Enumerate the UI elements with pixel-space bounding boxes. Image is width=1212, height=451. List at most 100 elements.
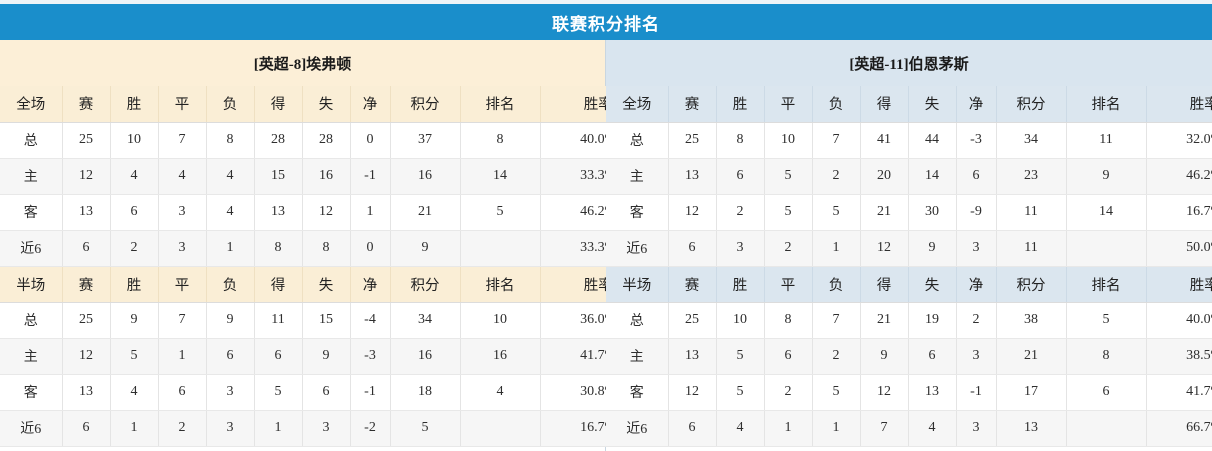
cell-points: 37	[390, 122, 461, 159]
cell-rank	[460, 230, 541, 267]
row-scope-label: 近6	[606, 230, 669, 267]
cell-rank: 11	[1066, 122, 1147, 159]
row-scope-label: 主	[0, 158, 63, 195]
cell-points: 11	[996, 230, 1067, 267]
column-header: 赛	[62, 266, 111, 303]
column-header: 失	[908, 86, 957, 123]
cell-draw: 2	[764, 230, 813, 267]
cell-win: 4	[110, 374, 159, 411]
cell-ga: 6	[908, 338, 957, 375]
cell-win: 2	[716, 194, 765, 231]
row-scope-label: 总	[606, 122, 669, 159]
table-row: 总 25 9 7 9 11 15 -4 34 10 36.0%	[0, 302, 656, 339]
cell-draw: 7	[158, 122, 207, 159]
cell-ga: 16	[302, 158, 351, 195]
cell-points: 21	[390, 194, 461, 231]
column-header: 失	[302, 86, 351, 123]
column-header: 胜	[110, 266, 159, 303]
cell-loss: 7	[812, 122, 861, 159]
cell-draw: 2	[764, 374, 813, 411]
cell-gd: 3	[956, 230, 997, 267]
cell-gf: 1	[254, 410, 303, 447]
cell-points: 11	[996, 194, 1067, 231]
cell-win-rate: 46.2%	[1146, 158, 1212, 195]
column-header: 半场	[0, 266, 63, 303]
cell-played: 6	[668, 410, 717, 447]
cell-loss: 2	[812, 158, 861, 195]
cell-ga: 8	[302, 230, 351, 267]
cell-rank: 14	[1066, 194, 1147, 231]
cell-played: 6	[668, 230, 717, 267]
column-header: 净	[956, 86, 997, 123]
cell-gf: 11	[254, 302, 303, 339]
cell-gd: -4	[350, 302, 391, 339]
cell-rank: 5	[460, 194, 541, 231]
cell-played: 25	[668, 302, 717, 339]
cell-rank: 9	[1066, 158, 1147, 195]
column-header: 排名	[460, 86, 541, 123]
cell-loss: 7	[812, 302, 861, 339]
column-header: 得	[254, 266, 303, 303]
column-header: 净	[350, 266, 391, 303]
cell-played: 12	[62, 338, 111, 375]
team-panel-away: [英超-11]伯恩茅斯 全场赛胜平负得失净积分 排名 胜率总 25 8 10 7 41 44 -3…	[606, 40, 1212, 451]
cell-gd: 0	[350, 122, 391, 159]
cell-points: 13	[996, 410, 1067, 447]
cell-gd: -9	[956, 194, 997, 231]
column-header: 积分	[996, 266, 1067, 303]
cell-loss: 1	[206, 230, 255, 267]
column-header: 负	[206, 86, 255, 123]
row-scope-label: 总	[0, 122, 63, 159]
stats-table-away: 全场赛胜平负得失净积分排名胜率总2581074144-3341132.0%主13…	[606, 86, 1212, 447]
column-header: 失	[302, 266, 351, 303]
cell-win-rate: 38.5%	[1146, 338, 1212, 375]
column-header: 积分	[996, 86, 1067, 123]
column-header: 排名	[460, 266, 541, 303]
stats-table-home-wrap: 全场赛胜平负得失净积分 排名 胜率总 25 10 7 8 28 28 0 37 8 40.0% 主 12 4 4…	[0, 86, 656, 447]
column-header: 全场	[606, 86, 669, 123]
cell-points: 17	[996, 374, 1067, 411]
cell-win: 2	[110, 230, 159, 267]
cell-gd: -3	[350, 338, 391, 375]
cell-rank: 5	[1066, 302, 1147, 339]
top-spacer	[0, 0, 1212, 4]
column-header: 胜	[716, 266, 765, 303]
column-header: 得	[860, 266, 909, 303]
cell-gd: -2	[350, 410, 391, 447]
cell-ga: 6	[302, 374, 351, 411]
cell-win: 9	[110, 302, 159, 339]
team-name-home: [英超-8]埃弗顿	[0, 40, 605, 86]
column-header: 净	[956, 266, 997, 303]
table-row: 主 12 4 4 4 15 16 -1 16 14 33.3%	[0, 158, 656, 195]
column-header: 积分	[390, 86, 461, 123]
row-scope-label: 客	[606, 374, 669, 411]
cell-loss: 6	[206, 338, 255, 375]
cell-gd: 6	[956, 158, 997, 195]
cell-gd: 3	[956, 410, 997, 447]
team-name-away: [英超-11]伯恩茅斯	[606, 40, 1212, 86]
cell-gf: 9	[860, 338, 909, 375]
row-scope-label: 主	[0, 338, 63, 375]
cell-draw: 6	[764, 338, 813, 375]
cell-ga: 28	[302, 122, 351, 159]
row-scope-label: 客	[0, 194, 63, 231]
cell-rank: 10	[460, 302, 541, 339]
cell-gd: 0	[350, 230, 391, 267]
cell-win: 4	[110, 158, 159, 195]
cell-draw: 5	[764, 194, 813, 231]
cell-draw: 3	[158, 230, 207, 267]
cell-loss: 1	[812, 230, 861, 267]
stats-header-row: 全场赛胜平负得失净积分 排名 胜率	[0, 86, 656, 123]
cell-rank	[1066, 410, 1147, 447]
cell-played: 25	[62, 302, 111, 339]
cell-gf: 15	[254, 158, 303, 195]
table-row: 近6 6 1 2 3 1 3 -2 5 16.7%	[0, 410, 656, 447]
cell-ga: 15	[302, 302, 351, 339]
cell-gf: 7	[860, 410, 909, 447]
cell-ga: 3	[302, 410, 351, 447]
cell-played: 13	[62, 194, 111, 231]
cell-gf: 28	[254, 122, 303, 159]
cell-gd: 1	[350, 194, 391, 231]
column-header: 排名	[1066, 86, 1147, 123]
